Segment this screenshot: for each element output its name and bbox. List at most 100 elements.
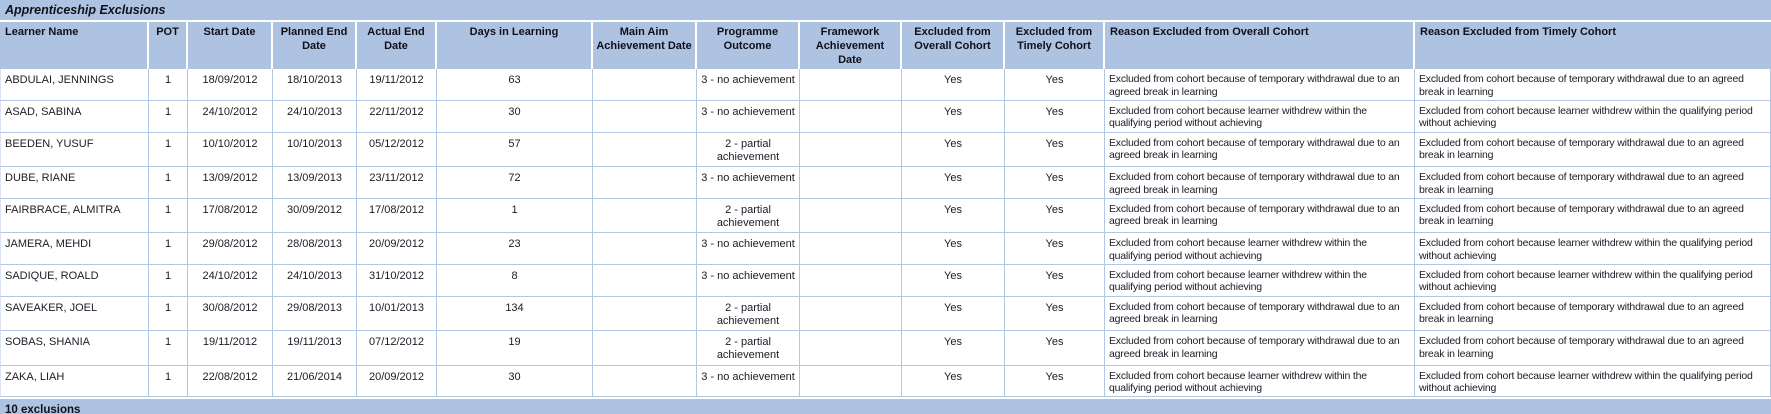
cell-excluded_overall: Yes <box>902 233 1005 265</box>
column-header-pot: POT <box>149 22 188 70</box>
cell-programme_outcome: 3 - no achievement <box>697 233 800 265</box>
cell-planned_end_date: 18/10/2013 <box>273 69 357 101</box>
cell-learner_name: JAMERA, MEHDI <box>0 233 149 265</box>
table-row: SAVEAKER, JOEL 1 30/08/2012 29/08/2013 10/01… <box>0 296 1771 332</box>
cell-excluded_overall: Yes <box>902 69 1005 101</box>
cell-planned_end_date: 24/10/2013 <box>273 101 357 133</box>
cell-planned_end_date: 21/06/2014 <box>273 365 357 398</box>
cell-main_aim_achievement_date <box>593 69 697 101</box>
cell-pot: 1 <box>149 331 188 366</box>
column-header-excluded_timely: Excluded from Timely Cohort <box>1005 22 1105 70</box>
cell-pot: 1 <box>149 265 188 297</box>
cell-main_aim_achievement_date <box>593 198 697 234</box>
cell-framework_achievement_date <box>800 296 902 332</box>
cell-start_date: 17/08/2012 <box>188 198 273 234</box>
cell-reason_overall: Excluded from cohort because of temporar… <box>1105 167 1415 199</box>
cell-excluded_overall: Yes <box>902 167 1005 199</box>
cell-excluded_overall: Yes <box>902 101 1005 133</box>
column-header-reason_overall: Reason Excluded from Overall Cohort <box>1105 22 1415 70</box>
cell-start_date: 10/10/2012 <box>188 132 273 168</box>
cell-framework_achievement_date <box>800 198 902 234</box>
cell-days_in_learning: 19 <box>437 331 593 366</box>
cell-excluded_timely: Yes <box>1005 69 1105 101</box>
cell-learner_name: BEEDEN, YUSUF <box>0 132 149 168</box>
cell-excluded_timely: Yes <box>1005 296 1105 332</box>
cell-actual_end_date: 31/10/2012 <box>357 265 437 297</box>
cell-framework_achievement_date <box>800 365 902 398</box>
cell-start_date: 18/09/2012 <box>188 69 273 101</box>
cell-main_aim_achievement_date <box>593 296 697 332</box>
cell-excluded_timely: Yes <box>1005 132 1105 168</box>
cell-reason_overall: Excluded from cohort because learner wit… <box>1105 233 1415 265</box>
cell-actual_end_date: 05/12/2012 <box>357 132 437 168</box>
column-header-main_aim_achievement_date: Main Aim Achievement Date <box>593 22 697 70</box>
footer-bar: 10 exclusions <box>0 399 1771 414</box>
header-row: Learner Name POT Start Date Planned End Dat… <box>0 22 1771 70</box>
cell-framework_achievement_date <box>800 69 902 101</box>
cell-start_date: 29/08/2012 <box>188 233 273 265</box>
cell-excluded_timely: Yes <box>1005 265 1105 297</box>
cell-reason_overall: Excluded from cohort because of temporar… <box>1105 296 1415 332</box>
cell-start_date: 19/11/2012 <box>188 331 273 366</box>
cell-excluded_timely: Yes <box>1005 198 1105 234</box>
cell-planned_end_date: 24/10/2013 <box>273 265 357 297</box>
cell-actual_end_date: 19/11/2012 <box>357 69 437 101</box>
cell-planned_end_date: 19/11/2013 <box>273 331 357 366</box>
column-header-start_date: Start Date <box>188 22 273 70</box>
cell-pot: 1 <box>149 198 188 234</box>
cell-excluded_timely: Yes <box>1005 331 1105 366</box>
table-row: ASAD, SABINA 1 24/10/2012 24/10/2013 22/11/2… <box>0 101 1771 133</box>
cell-reason_overall: Excluded from cohort because learner wit… <box>1105 265 1415 297</box>
cell-days_in_learning: 57 <box>437 132 593 168</box>
cell-reason_overall: Excluded from cohort because learner wit… <box>1105 365 1415 398</box>
cell-actual_end_date: 17/08/2012 <box>357 198 437 234</box>
column-header-actual_end_date: Actual End Date <box>357 22 437 70</box>
cell-pot: 1 <box>149 296 188 332</box>
cell-excluded_overall: Yes <box>902 198 1005 234</box>
cell-main_aim_achievement_date <box>593 233 697 265</box>
cell-excluded_timely: Yes <box>1005 233 1105 265</box>
cell-reason_overall: Excluded from cohort because of temporar… <box>1105 69 1415 101</box>
cell-programme_outcome: 2 - partial achievement <box>697 331 800 366</box>
cell-reason_timely: Excluded from cohort because of temporar… <box>1415 69 1771 101</box>
cell-learner_name: FAIRBRACE, ALMITRA <box>0 198 149 234</box>
cell-programme_outcome: 2 - partial achievement <box>697 132 800 168</box>
table-row: BEEDEN, YUSUF 1 10/10/2012 10/10/2013 05/12/… <box>0 132 1771 168</box>
cell-pot: 1 <box>149 233 188 265</box>
cell-pot: 1 <box>149 365 188 398</box>
cell-learner_name: SOBAS, SHANIA <box>0 331 149 366</box>
cell-learner_name: ZAKA, LIAH <box>0 365 149 398</box>
table-row: SADIQUE, ROALD 1 24/10/2012 24/10/2013 31/10… <box>0 265 1771 297</box>
cell-days_in_learning: 30 <box>437 365 593 398</box>
cell-excluded_timely: Yes <box>1005 167 1105 199</box>
cell-reason_overall: Excluded from cohort because of temporar… <box>1105 198 1415 234</box>
cell-reason_timely: Excluded from cohort because of temporar… <box>1415 167 1771 199</box>
cell-planned_end_date: 30/09/2012 <box>273 198 357 234</box>
cell-learner_name: ABDULAI, JENNINGS <box>0 69 149 101</box>
cell-framework_achievement_date <box>800 265 902 297</box>
cell-pot: 1 <box>149 101 188 133</box>
cell-learner_name: DUBE, RIANE <box>0 167 149 199</box>
cell-days_in_learning: 30 <box>437 101 593 133</box>
cell-actual_end_date: 23/11/2012 <box>357 167 437 199</box>
table-body: ABDULAI, JENNINGS 1 18/09/2012 18/10/2013 19… <box>0 69 1771 398</box>
cell-reason_timely: Excluded from cohort because learner wit… <box>1415 365 1771 398</box>
cell-days_in_learning: 23 <box>437 233 593 265</box>
cell-reason_timely: Excluded from cohort because of temporar… <box>1415 198 1771 234</box>
column-header-days_in_learning: Days in Learning <box>437 22 593 70</box>
column-header-reason_timely: Reason Excluded from Timely Cohort <box>1415 22 1771 70</box>
table-row: ABDULAI, JENNINGS 1 18/09/2012 18/10/2013 19… <box>0 69 1771 101</box>
cell-learner_name: SAVEAKER, JOEL <box>0 296 149 332</box>
cell-main_aim_achievement_date <box>593 167 697 199</box>
cell-programme_outcome: 2 - partial achievement <box>697 198 800 234</box>
cell-programme_outcome: 3 - no achievement <box>697 69 800 101</box>
cell-pot: 1 <box>149 132 188 168</box>
cell-start_date: 22/08/2012 <box>188 365 273 398</box>
cell-days_in_learning: 8 <box>437 265 593 297</box>
cell-actual_end_date: 10/01/2013 <box>357 296 437 332</box>
cell-excluded_timely: Yes <box>1005 365 1105 398</box>
page-title: Apprenticeship Exclusions <box>5 3 166 17</box>
cell-reason_timely: Excluded from cohort because of temporar… <box>1415 331 1771 366</box>
cell-planned_end_date: 28/08/2013 <box>273 233 357 265</box>
table-row: SOBAS, SHANIA 1 19/11/2012 19/11/2013 07/12/… <box>0 331 1771 366</box>
